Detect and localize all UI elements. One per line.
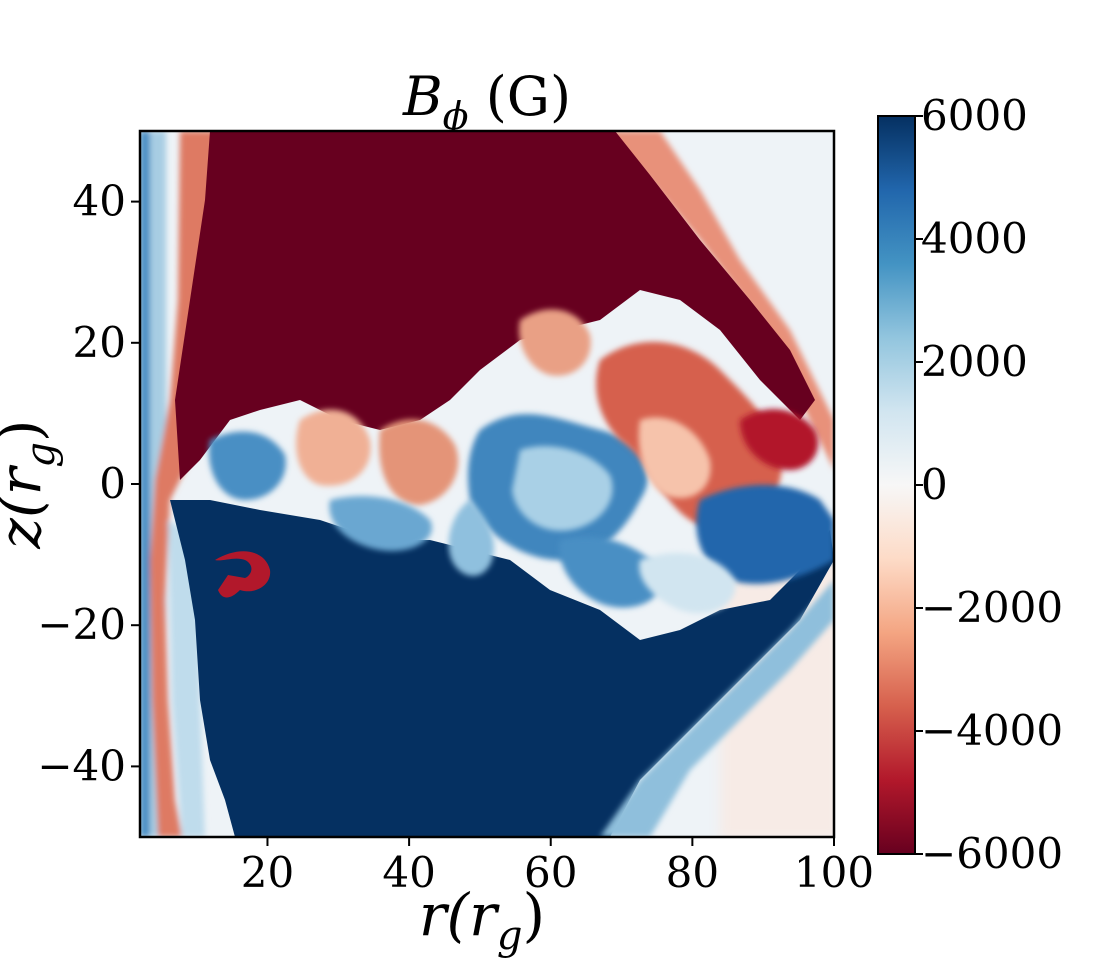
y-tick-label: 0 xyxy=(99,459,126,508)
y-tick-label: −20 xyxy=(37,600,126,649)
turbulent-midplane xyxy=(209,309,834,614)
x-tick-label: 40 xyxy=(382,848,435,897)
x-axis: 20 40 60 80 100 xyxy=(241,837,874,897)
y-axis-label: z(rg) xyxy=(0,419,64,549)
x-tick-label: 20 xyxy=(241,848,294,897)
colorbar-tick-label: 2000 xyxy=(921,337,1028,386)
colorbar-tick-label: 4000 xyxy=(921,214,1028,263)
x-axis-label: r(rg) xyxy=(419,881,545,959)
heatmap-field xyxy=(140,131,834,837)
colorbar-axis: −6000 −4000 −2000 0 2000 4000 6000 xyxy=(915,91,1063,878)
x-tick-label: 80 xyxy=(666,848,719,897)
lower-positive-lobe xyxy=(170,500,834,837)
y-axis: −40 −20 0 20 40 xyxy=(37,177,140,790)
y-tick-label: 20 xyxy=(73,318,126,367)
colorbar-tick-label: −4000 xyxy=(921,706,1063,755)
lower-fringe xyxy=(600,580,834,837)
colorbar-tick-label: −2000 xyxy=(921,583,1063,632)
colorbar xyxy=(877,115,916,855)
upper-negative-lobe xyxy=(175,131,815,480)
colorbar-tick-label: 0 xyxy=(921,460,948,509)
colorbar-tick-label: 6000 xyxy=(921,91,1028,140)
chart-title: Bϕ (G) xyxy=(402,65,571,138)
colorbar-tick-label: −6000 xyxy=(921,829,1063,878)
x-tick-label: 100 xyxy=(794,848,874,897)
y-tick-label: −40 xyxy=(37,741,126,790)
x-tick-label: 60 xyxy=(524,848,577,897)
y-tick-label: 40 xyxy=(73,177,126,226)
